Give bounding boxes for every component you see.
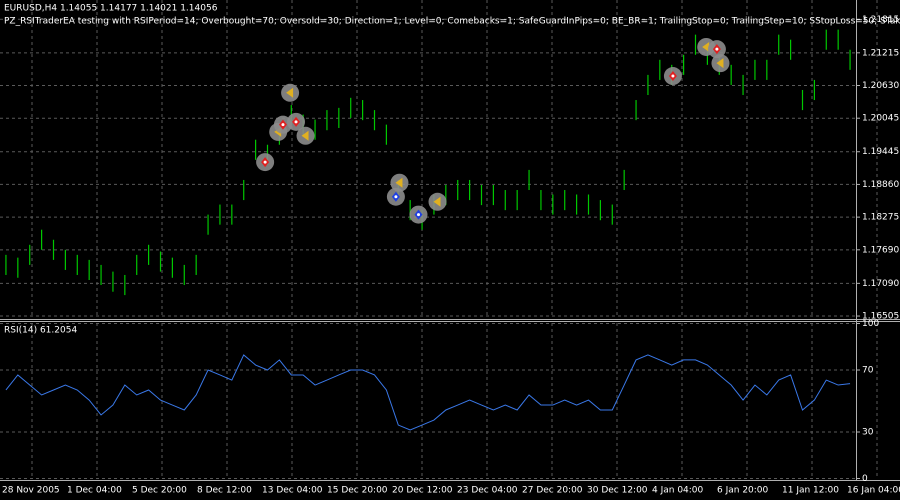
trade-dot (671, 74, 675, 78)
trade-dot (394, 195, 398, 199)
y-tick-label: 1.17690 (862, 245, 899, 255)
trade-marker (663, 67, 682, 86)
y-tick-label: 100 (862, 319, 879, 329)
trade-marker (390, 173, 409, 192)
ea-settings: PZ_RSITraderEA testing with RSIPeriod=14… (4, 17, 900, 27)
y-tick-label: 1.21215 (862, 48, 899, 58)
trade-marker (711, 54, 730, 73)
trade-dot (294, 120, 298, 124)
trade-marker (428, 192, 447, 211)
trade-arrow (716, 58, 724, 69)
x-tick-label: 13 Dec 04:00 (262, 486, 323, 496)
trade-dot (715, 47, 719, 51)
x-tick-label: 11 Jan 12:00 (782, 486, 839, 496)
trade-marker (296, 126, 315, 145)
y-tick-label: 1.17090 (862, 279, 899, 289)
x-tick-label: 23 Dec 04:00 (457, 486, 518, 496)
x-tick-label: 30 Dec 12:00 (587, 486, 648, 496)
trade-marker (287, 112, 306, 131)
trade-marker (386, 187, 405, 206)
x-tick-label: 15 Dec 20:00 (327, 486, 388, 496)
y-tick-label: 1.20630 (862, 81, 899, 91)
x-tick-label: 5 Dec 20:00 (132, 486, 187, 496)
indicator-title: RSI(14) 61.2054 (4, 326, 77, 336)
trade-arrow (395, 177, 403, 188)
y-tick-label: 70 (862, 366, 874, 376)
trade-arrow (286, 87, 294, 98)
grid-layer (0, 0, 878, 479)
trade-dot (281, 123, 285, 127)
trade-arrow (702, 41, 710, 52)
x-tick-label: 4 Jan 04:00 (652, 486, 704, 496)
x-tick-label: 6 Jan 20:00 (717, 486, 769, 496)
trade-marker (409, 205, 428, 224)
x-tick-label: 8 Dec 12:00 (197, 486, 252, 496)
y-tick-label: 0 (862, 474, 868, 484)
trade-arrow (433, 196, 441, 207)
symbol-title: EURUSD,H4 1.14055 1.14177 1.14021 1.1405… (4, 4, 218, 14)
y-tick-label: 1.20045 (862, 114, 899, 124)
y-tick-label: 1.16505 (862, 312, 899, 322)
y-tick-label: 1.19445 (862, 147, 899, 157)
marks-layer (5, 29, 851, 431)
y-tick-label: 1.18860 (862, 180, 899, 190)
trade-marker (281, 83, 300, 102)
x-tick-label: 20 Dec 12:00 (392, 486, 453, 496)
x-tick-label: 1 Dec 04:00 (67, 486, 122, 496)
x-tick-label: 27 Dec 20:00 (522, 486, 583, 496)
x-tick-label: 28 Nov 2005 (2, 486, 60, 496)
trade-arrow (301, 130, 309, 141)
rsi-line (5, 354, 851, 431)
trade-dot (416, 213, 420, 217)
trade-dot (263, 160, 267, 164)
y-tick-label: 1.21815 (862, 15, 899, 25)
trade-marker (707, 40, 726, 59)
y-tick-label: 30 (862, 428, 874, 438)
y-tick-label: 1.18275 (862, 213, 899, 223)
x-tick-label: 16 Jan 04:00 (847, 486, 900, 496)
trade-marker (256, 153, 275, 172)
